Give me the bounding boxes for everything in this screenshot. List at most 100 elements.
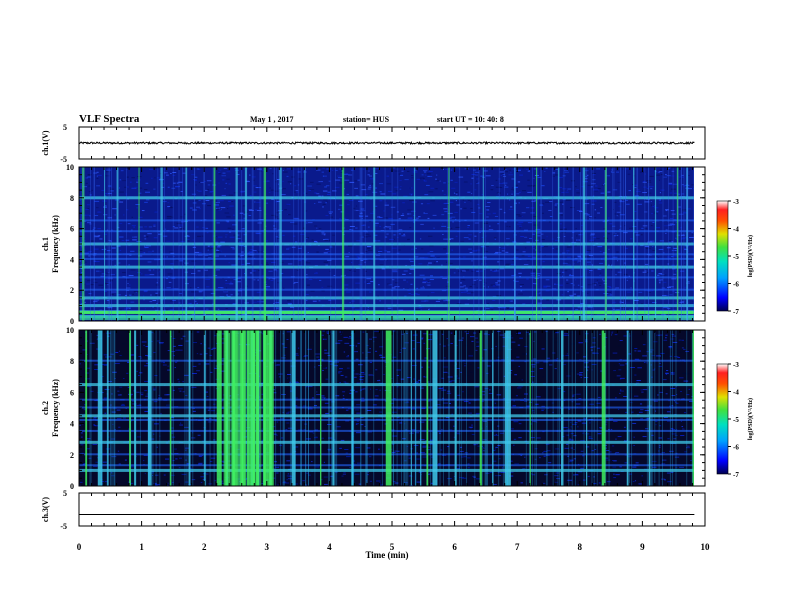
spectrogram-speckle [416,481,422,483]
spectrogram-speckle [603,457,609,459]
spectrogram-speckle [479,279,482,281]
spectrogram-speckle [349,199,352,201]
spectrogram-speckle [483,222,489,224]
spectrogram-speckle [305,237,309,239]
spectrogram-speckle [361,400,365,402]
spectrogram-speckle [660,337,663,339]
spectrogram-speckle [522,190,527,192]
spectrogram-speckle [217,246,221,248]
spectrogram-speckle [149,332,155,334]
spectrogram-speckle [463,285,466,287]
spectrogram-speckle [294,376,299,378]
spectrogram-speckle [396,375,399,377]
spectrogram-speckle [496,394,502,396]
spectrogram-speckle [490,189,494,191]
spectrogram-speckle [521,167,525,169]
spectrogram-speckle [100,270,102,272]
spectrogram-speckle [383,477,386,479]
spectrogram-speckle [564,171,570,173]
spectrogram-speckle [523,393,528,395]
spectrogram-speckle [307,408,313,410]
spectrogram-speckle [489,389,491,391]
spectrogram-speckle [597,351,601,353]
spectrogram-speckle [152,250,154,252]
spectrogram-speckle [644,347,648,349]
spectrogram-speckle [305,192,308,194]
spectrogram-speckle [569,438,571,440]
spectrogram-speckle [445,285,451,287]
spectrogram-speckle [409,390,412,392]
spectrogram-speckle [232,224,237,226]
spectrogram-speckle [97,228,101,230]
spectrogram-speckle [178,388,183,390]
spectrogram-speckle [549,215,553,217]
spectrogram-speckle [541,403,545,405]
spectrogram-speckle [522,468,526,470]
spectrogram-speckle [463,181,468,183]
spectrogram-speckle [322,167,325,169]
spectrogram-speckle [394,170,400,172]
spectrogram-speckle [592,447,598,449]
spectrogram-speckle [273,392,277,394]
spectrogram-speckle [443,203,448,205]
spectrogram-speckle [644,228,648,230]
spectrogram-speckle [205,200,210,202]
spectrogram-speckle [634,210,637,212]
spectrogram-speckle [455,390,460,392]
spectrogram-speckle [541,410,544,412]
spectrogram-speckle [674,456,680,458]
spectrogram-speckle [119,222,123,224]
spectrogram-speckle [530,370,535,372]
spectrogram-speckle [576,210,582,212]
spectrogram-speckle [334,361,340,363]
spectrogram-speckle [118,426,121,428]
spectrogram-speckle [226,171,231,173]
spectrogram-speckle [166,404,171,406]
spectrogram-speckle [409,193,413,195]
spectrogram-speckle [208,483,212,485]
spectrogram-speckle [331,245,335,247]
spectrogram-speckle [545,454,550,456]
spectrogram-speckle [326,168,331,170]
spectrogram-speckle [642,180,646,182]
spectrogram-speckle [611,225,616,227]
spectrogram-speckle [345,287,348,289]
spectrogram-speckle [496,192,501,194]
spectrogram-speckle [313,241,318,243]
spectrogram-speckle [670,471,674,473]
spectrogram-speckle [132,236,135,238]
spectrogram-speckle [540,233,544,235]
spectrogram-speckle [229,281,232,283]
spectrogram-speckle [652,250,656,252]
spectrogram-speckle [567,188,572,190]
spectrogram-speckle [592,237,596,239]
spectrogram-speckle [228,183,231,185]
spectrogram-speckle [641,234,643,236]
spectrogram-speckle [165,278,169,280]
spectrogram-speckle [258,270,260,272]
spectrogram-speckle [313,437,318,439]
spectrogram-speckle [543,361,549,363]
spectrogram-speckle [260,333,265,335]
spectrogram-speckle [243,214,246,216]
spectrogram-speckle [541,239,545,241]
spectrogram-speckle [411,408,416,410]
spectrogram-speckle [369,178,375,180]
spectrogram-speckle [495,186,501,188]
spectrogram-speckle [653,375,657,377]
spectrogram-speckle [569,274,571,276]
spectrogram-speckle [429,421,433,423]
spectrogram-speckle [518,332,522,334]
spectrogram-speckle [198,462,203,464]
spectrogram-speckle [315,272,318,274]
spectrogram-speckle [206,420,212,422]
spectrogram-speckle [215,420,217,422]
spectrogram-speckle [219,482,225,484]
spectrogram-speckle [430,255,435,257]
spectrogram-speckle [323,338,327,340]
sferic-streak [93,167,95,321]
spectrogram-speckle [368,249,373,251]
spectrogram-speckle [416,381,419,383]
spectrogram-speckle [298,247,302,249]
spectrogram-speckle [483,349,488,351]
